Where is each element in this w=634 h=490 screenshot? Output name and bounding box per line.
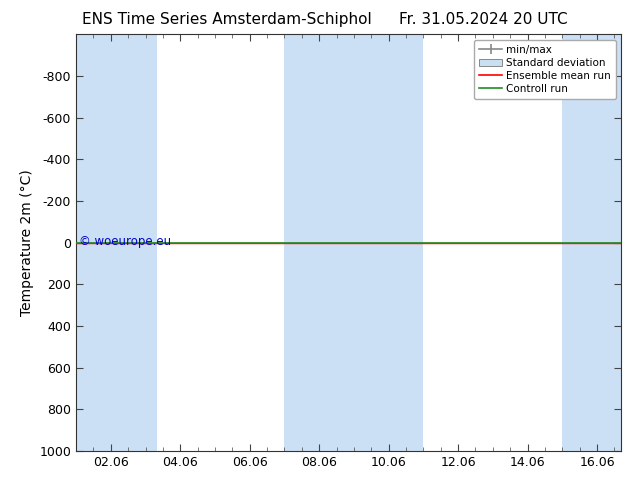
Bar bbox=[100, 34, 157, 451]
Bar bbox=[76, 34, 100, 451]
Y-axis label: Temperature 2m (°C): Temperature 2m (°C) bbox=[20, 169, 34, 316]
Bar bbox=[285, 34, 319, 451]
Bar bbox=[591, 34, 621, 451]
Legend: min/max, Standard deviation, Ensemble mean run, Controll run: min/max, Standard deviation, Ensemble me… bbox=[474, 40, 616, 99]
Text: Fr. 31.05.2024 20 UTC: Fr. 31.05.2024 20 UTC bbox=[399, 12, 568, 27]
Bar bbox=[365, 34, 424, 451]
Text: © woeurope.eu: © woeurope.eu bbox=[79, 235, 171, 248]
Bar bbox=[562, 34, 591, 451]
Bar bbox=[319, 34, 365, 451]
Text: ENS Time Series Amsterdam-Schiphol: ENS Time Series Amsterdam-Schiphol bbox=[82, 12, 372, 27]
